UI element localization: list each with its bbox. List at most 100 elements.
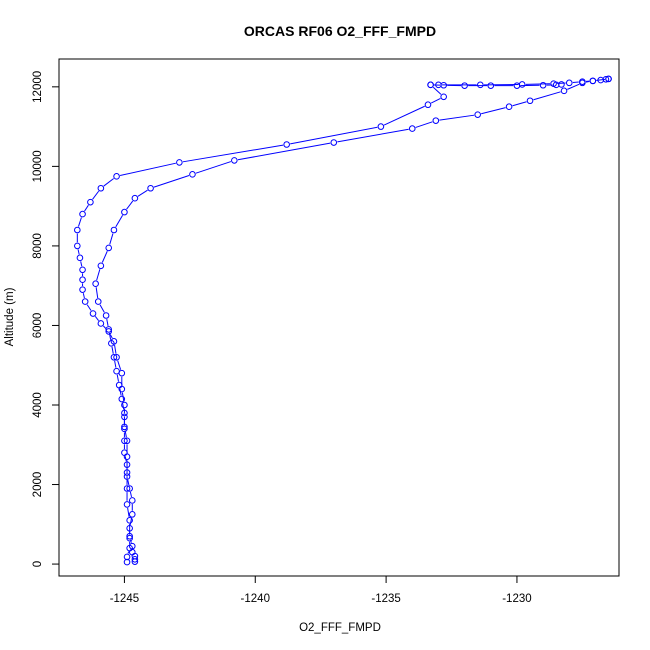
- y-tick-label: 2000: [32, 472, 44, 498]
- data-point: [108, 340, 115, 347]
- data-point: [121, 423, 128, 431]
- data-point: [102, 312, 110, 319]
- data-point: [105, 244, 113, 252]
- data-point: [126, 524, 133, 532]
- series-segment: [567, 83, 580, 90]
- data-point: [131, 555, 139, 563]
- data-point: [121, 208, 128, 216]
- data-point: [121, 413, 128, 421]
- data-point: [518, 81, 526, 88]
- data-point: [131, 558, 139, 565]
- series-segment: [99, 304, 105, 313]
- data-point: [92, 280, 99, 287]
- data-point: [126, 517, 133, 524]
- series-segment: [383, 105, 425, 126]
- data-point: [115, 381, 123, 389]
- y-axis-label: Altitude (m): [4, 287, 16, 346]
- data-point: [76, 254, 84, 262]
- data-point: [128, 497, 136, 504]
- series-segment: [119, 162, 176, 177]
- plot-area: [74, 75, 612, 566]
- data-point: [539, 81, 547, 89]
- data-point: [79, 266, 86, 274]
- data-point: [505, 103, 513, 111]
- series-segment: [153, 174, 190, 188]
- series-segment: [115, 214, 124, 228]
- data-point: [79, 210, 86, 218]
- series-segment: [82, 293, 85, 299]
- data-point: [579, 79, 586, 87]
- data-point: [123, 469, 131, 476]
- data-point: [123, 473, 131, 480]
- data-point: [377, 123, 385, 130]
- series-segment: [127, 551, 130, 554]
- data-point: [427, 81, 434, 89]
- data-point: [118, 395, 126, 403]
- x-axis: -1245 -1240 -1235 -1230: [110, 575, 532, 605]
- data-point: [123, 437, 131, 445]
- data-point: [408, 125, 416, 132]
- data-point: [189, 171, 196, 178]
- data-point: [126, 485, 133, 492]
- data-point: [126, 534, 133, 542]
- series-lines: [76, 78, 606, 554]
- data-point: [526, 97, 534, 105]
- x-tick-label: -1245: [110, 593, 139, 605]
- series-segment: [439, 114, 475, 121]
- series-segment: [127, 507, 130, 517]
- data-point: [131, 194, 139, 202]
- data-point: [110, 353, 118, 361]
- series-segment: [432, 86, 442, 95]
- series-segment: [101, 250, 108, 263]
- data-point: [424, 101, 432, 109]
- series-segment: [109, 233, 114, 245]
- series-segment: [96, 269, 101, 281]
- data-point: [474, 111, 481, 118]
- series-segment: [103, 178, 115, 187]
- x-tick-label: -1240: [241, 593, 270, 605]
- data-point: [560, 87, 568, 95]
- data-point: [79, 286, 86, 293]
- data-point: [121, 409, 128, 417]
- y-tick-label: 6000: [32, 313, 44, 339]
- data-point: [176, 159, 183, 166]
- series-segment: [127, 479, 130, 486]
- plot-frame: [58, 58, 620, 577]
- series-segment: [182, 144, 284, 163]
- x-tick-label: -1230: [502, 593, 531, 605]
- data-point: [231, 157, 238, 164]
- data-point: [74, 226, 81, 234]
- data-point: [97, 320, 105, 327]
- data-point: [81, 298, 89, 305]
- data-point: [565, 79, 573, 87]
- y-tick-label: 4000: [32, 392, 44, 418]
- data-point: [97, 262, 105, 270]
- series-segment: [116, 374, 120, 382]
- data-point: [113, 353, 120, 361]
- series-segment: [80, 261, 83, 267]
- data-point: [605, 75, 612, 83]
- data-point: [79, 276, 86, 284]
- data-point: [97, 184, 105, 192]
- data-point: [440, 93, 447, 101]
- chart-title: ORCAS RF06 O2_FFF_FMPD: [244, 23, 436, 39]
- x-axis-label: O2_FFF_FMPD: [299, 622, 381, 634]
- y-tick-label: 10000: [32, 150, 44, 182]
- series-segment: [121, 402, 125, 410]
- data-point: [121, 437, 128, 445]
- data-point: [283, 141, 290, 148]
- series-segment: [195, 161, 232, 174]
- data-point: [128, 548, 136, 556]
- series-segment: [533, 91, 561, 101]
- series-segment: [126, 200, 134, 210]
- y-tick-label: 8000: [32, 233, 44, 259]
- x-tick-label: -1235: [371, 593, 400, 605]
- data-point: [105, 328, 113, 335]
- series-segment: [92, 190, 100, 200]
- series-segment: [512, 101, 527, 107]
- data-point: [432, 117, 440, 124]
- data-point: [121, 425, 128, 433]
- series-segment: [290, 126, 378, 145]
- data-point: [330, 139, 338, 146]
- series-segment: [430, 97, 441, 104]
